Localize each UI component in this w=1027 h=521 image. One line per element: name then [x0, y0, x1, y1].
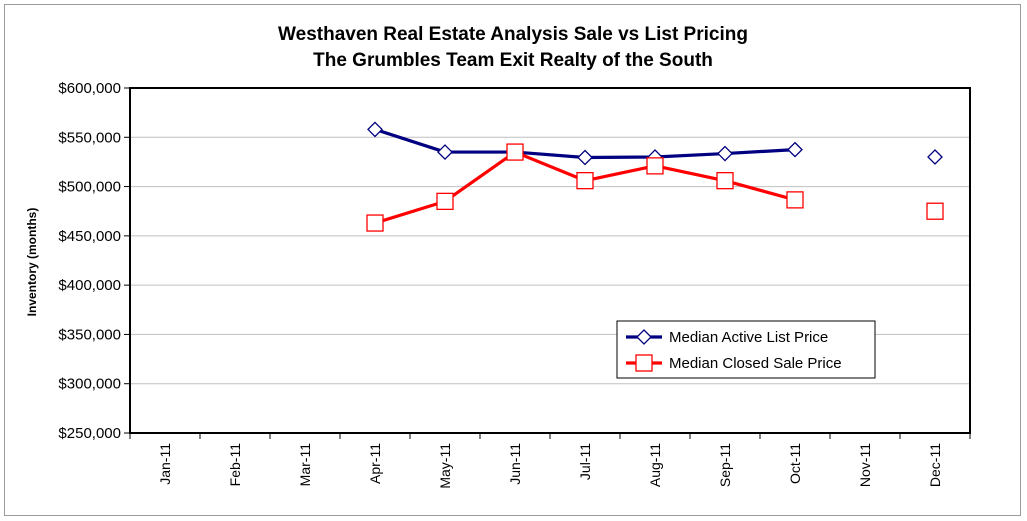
y-tick-label: $400,000: [58, 277, 121, 294]
chart-title-line-1: Westhaven Real Estate Analysis Sale vs L…: [278, 24, 748, 45]
chart-title: Westhaven Real Estate Analysis Sale vs L…: [278, 24, 748, 71]
series-layer: [366, 121, 944, 232]
legend: Median Active List Price Median Closed Sa…: [616, 320, 876, 379]
y-axis-ticks: $250,000 $300,000 $350,000 $400,000 $450,000…: [58, 80, 130, 442]
y-tick-label: $450,000: [58, 228, 121, 245]
data-point-square: [786, 191, 804, 209]
data-point-square: [366, 214, 384, 232]
series-2: [366, 143, 944, 232]
x-tick-label: Dec-11: [927, 443, 943, 487]
x-tick-label: Sep-11: [717, 443, 733, 487]
legend-box: [616, 320, 876, 379]
x-tick-label: Jul-11: [577, 443, 593, 480]
x-tick-label: Jan-11: [157, 443, 173, 485]
x-tick-label: Mar-11: [297, 443, 313, 487]
data-point-square: [436, 192, 454, 211]
y-tick-label: $300,000: [58, 376, 121, 393]
x-tick-label: Feb-11: [227, 443, 243, 487]
data-point-square: [635, 354, 653, 372]
data-point-diamond: [636, 329, 652, 345]
chart-title-line-2: The Grumbles Team Exit Realty of the Sou…: [313, 50, 713, 71]
data-point-diamond: [437, 144, 453, 160]
x-tick-label: Oct-11: [787, 443, 803, 484]
chart-frame: [4, 4, 1021, 516]
x-tick-label: Jun-11: [507, 443, 523, 485]
x-tick-label: Aug-11: [647, 443, 663, 487]
x-tick-label: Apr-11: [367, 443, 383, 484]
y-tick-label: $500,000: [58, 179, 121, 196]
plot-area-border: [129, 87, 971, 434]
y-tick-label: $550,000: [58, 129, 121, 146]
legend-entry: Median Active List Price: [669, 329, 828, 346]
x-tick-label: May-11: [437, 443, 453, 489]
data-point-diamond: [367, 121, 383, 138]
legend-entry: Median Closed Sale Price: [669, 355, 842, 372]
data-point-square: [506, 143, 524, 161]
x-tick-label: Nov-11: [857, 443, 873, 487]
data-point-square: [716, 172, 734, 190]
y-tick-label: $600,000: [58, 80, 121, 97]
y-tick-label: $250,000: [58, 425, 121, 442]
data-point-diamond: [577, 149, 593, 166]
y-axis-label: Inventory (months): [25, 208, 39, 317]
data-point-square: [646, 157, 664, 175]
x-axis-ticks: Jan-11 Feb-11 Mar-11 Apr-11 May-11 Jun-11 Jul-…: [129, 433, 971, 489]
data-point-diamond: [787, 141, 803, 158]
data-point-square: [576, 172, 594, 190]
data-point-square: [926, 202, 944, 220]
data-point-diamond: [927, 149, 943, 165]
data-point-diamond: [717, 145, 733, 162]
y-tick-label: $350,000: [58, 326, 121, 343]
